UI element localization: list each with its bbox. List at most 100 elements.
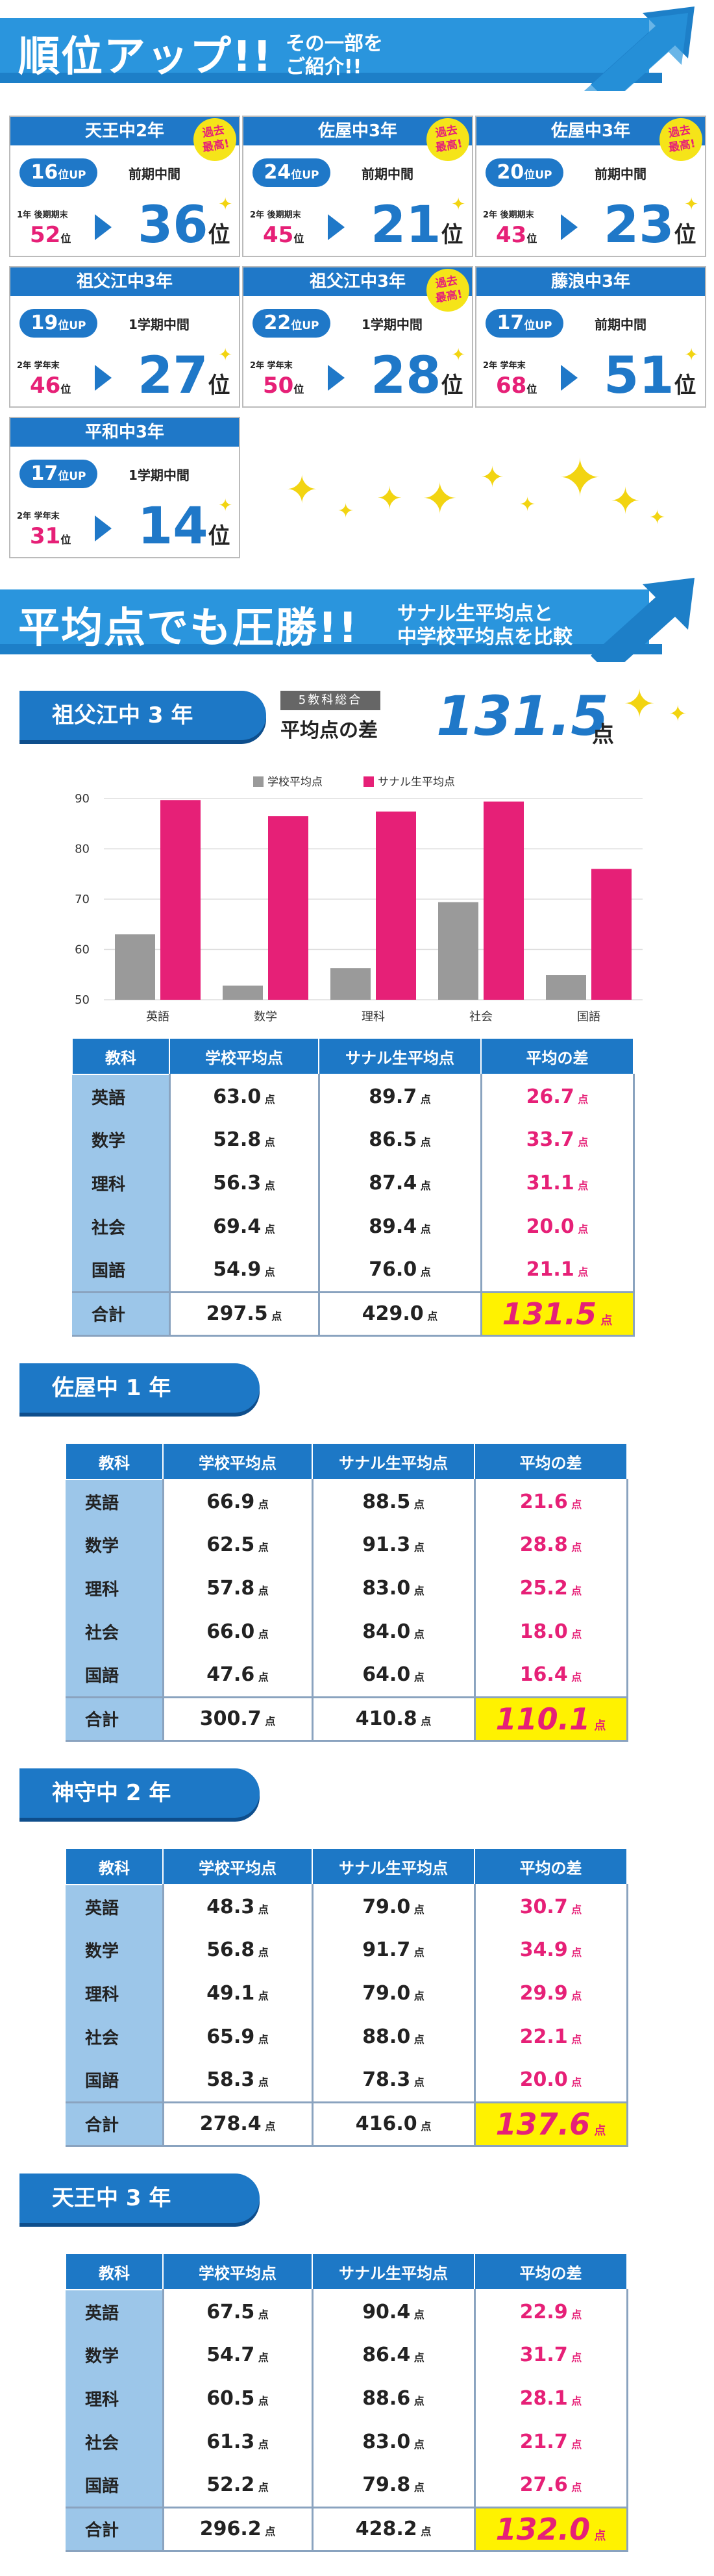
score-cell: 131.5 点 [480, 1291, 635, 1337]
table-row: 英語 48.3 点 79.0 点 30.7 点 [66, 1885, 628, 1928]
before-rank-unit: 位 [60, 232, 71, 245]
card-school: 平和中3年 [10, 418, 239, 447]
score-value: 428.2 [355, 2518, 417, 2540]
y-tick-label: 80 [75, 843, 90, 856]
subject-cell: 合計 [66, 1696, 164, 1742]
table-row: 理科 49.1 点 79.0 点 29.9 点 [66, 1972, 628, 2015]
score-unit: 点 [410, 1628, 425, 1641]
diff-label: 平均点の差 [280, 719, 378, 742]
score-unit: 点 [574, 1180, 589, 1192]
after-rank: 14位 [138, 497, 230, 565]
rank-up-pill: 17位UP [19, 460, 97, 488]
rank-up-unit: 位UP [291, 319, 319, 332]
bar [376, 811, 416, 1000]
score-value: 31.1 [526, 1172, 574, 1195]
subject-cell: 社会 [66, 1610, 164, 1653]
table-row: 理科 57.8 点 83.0 点 25.2 点 [66, 1567, 628, 1610]
score-value: 34.9 [519, 1938, 568, 1961]
score-unit: 点 [254, 1671, 269, 1684]
score-value: 296.2 [199, 2518, 262, 2540]
score-cell: 20.0 点 [473, 2059, 628, 2102]
score-unit: 点 [574, 1136, 589, 1148]
subject-cell: 社会 [66, 2420, 164, 2464]
score-cell: 57.8 点 [162, 1567, 314, 1610]
score-value: 31.7 [519, 2344, 568, 2366]
score-table: 教科 学校平均点 サナル生平均点 平均の差 英語 67.5 点 90.4 点 22.9 点数学… [65, 2253, 628, 2552]
before-rank-number: 43 [496, 222, 527, 248]
score-cell: 84.0 点 [311, 1610, 476, 1653]
score-value: 48.3 [206, 1895, 255, 1918]
table-row: 数学 52.8 点 86.5 点 33.7 点 [72, 1118, 635, 1161]
score-unit: 点 [417, 1223, 431, 1235]
score-value: 137.6 [495, 2106, 591, 2142]
subject-cell: 英語 [66, 2290, 164, 2333]
bar [160, 800, 201, 1000]
score-cell: 66.9 点 [162, 1480, 314, 1523]
score-cell: 300.7 点 [162, 1696, 314, 1742]
rank-card: 祖父江中3年 22位UP 1学期中間 2年 学年末 50位 28位 過去 最高! ✦ [242, 265, 473, 408]
score-cell: 21.7 点 [473, 2420, 628, 2464]
column-header: 学校平均点 [162, 1848, 313, 1885]
subject-cell: 英語 [66, 1480, 164, 1523]
score-unit: 点 [410, 1946, 425, 1959]
after-rank-unit: 位 [208, 373, 230, 399]
score-cell: 88.6 点 [311, 2377, 476, 2420]
table-row: 社会 69.4 点 89.4 点 20.0 点 [72, 1205, 635, 1248]
rank-up-pill: 20位UP [486, 158, 563, 187]
score-value: 22.9 [519, 2300, 568, 2323]
total-diff-box: 5教科総合 平均点の差 131.5 点 [280, 684, 614, 748]
after-term-label: 前期中間 [362, 166, 413, 182]
score-value: 78.3 [362, 2068, 411, 2092]
score-value: 52.2 [206, 2473, 255, 2497]
score-cell: 27.6 点 [473, 2464, 628, 2507]
score-unit: 点 [410, 1990, 425, 2002]
score-cell: 33.7 点 [480, 1118, 635, 1161]
subject-cell: 国語 [66, 2464, 164, 2507]
score-unit: 点 [254, 1541, 269, 1554]
score-value: 69.4 [213, 1215, 262, 1238]
score-value: 110.1 [495, 1701, 591, 1737]
column-header: サナル生平均点 [312, 1848, 475, 1885]
before-rank: 46位 [30, 373, 71, 399]
score-cell: 26.7 点 [480, 1074, 635, 1118]
score-unit: 点 [254, 2438, 269, 2451]
total-row: 合計 297.5 点 429.0 点 131.5 点 [72, 1291, 635, 1337]
score-cell: 66.0 点 [162, 1610, 314, 1653]
table-header-row: 教科 学校平均点 サナル生平均点 平均の差 [71, 1037, 634, 1075]
score-unit: 点 [574, 1093, 589, 1106]
table-row: 国語 58.3 点 78.3 点 20.0 点 [66, 2059, 628, 2102]
before-rank-number: 31 [30, 523, 61, 549]
score-cell: 87.4 点 [317, 1161, 482, 1205]
score-value: 429.0 [362, 1302, 424, 1325]
score-value: 83.0 [362, 2431, 411, 2453]
legend-label: 学校平均点 [267, 776, 323, 789]
score-unit: 点 [261, 1266, 275, 1279]
before-term-label: 2年 学年末 [250, 361, 293, 371]
score-unit: 点 [254, 1946, 269, 1959]
score-cell: 78.3 点 [311, 2059, 476, 2102]
score-unit: 点 [597, 1313, 613, 1328]
score-unit: 点 [254, 2395, 269, 2407]
score-unit: 点 [261, 2120, 276, 2133]
score-unit: 点 [254, 2076, 269, 2089]
score-unit: 点 [567, 1585, 582, 1597]
sparkle-icon: ✦ [376, 480, 403, 517]
score-unit: 点 [410, 2481, 425, 2494]
score-cell: 90.4 点 [311, 2290, 476, 2333]
score-cell: 28.8 点 [473, 1523, 628, 1567]
column-header: 平均の差 [474, 1443, 628, 1480]
score-unit: 点 [254, 2308, 269, 2321]
score-value: 89.7 [369, 1085, 417, 1108]
score-value: 86.5 [369, 1128, 417, 1151]
score-value: 297.5 [206, 1302, 268, 1325]
before-rank-number: 45 [263, 222, 294, 248]
score-unit: 点 [254, 2033, 269, 2046]
y-tick-label: 50 [75, 993, 90, 1007]
before-rank-unit: 位 [293, 383, 304, 395]
sparkle-icon: ✦ [286, 467, 319, 513]
subject-cell: 英語 [72, 1074, 171, 1118]
before-rank-number: 46 [30, 373, 61, 399]
before-term-label: 1年 後期期末 [17, 210, 68, 220]
score-cell: 137.6 点 [473, 2101, 628, 2147]
